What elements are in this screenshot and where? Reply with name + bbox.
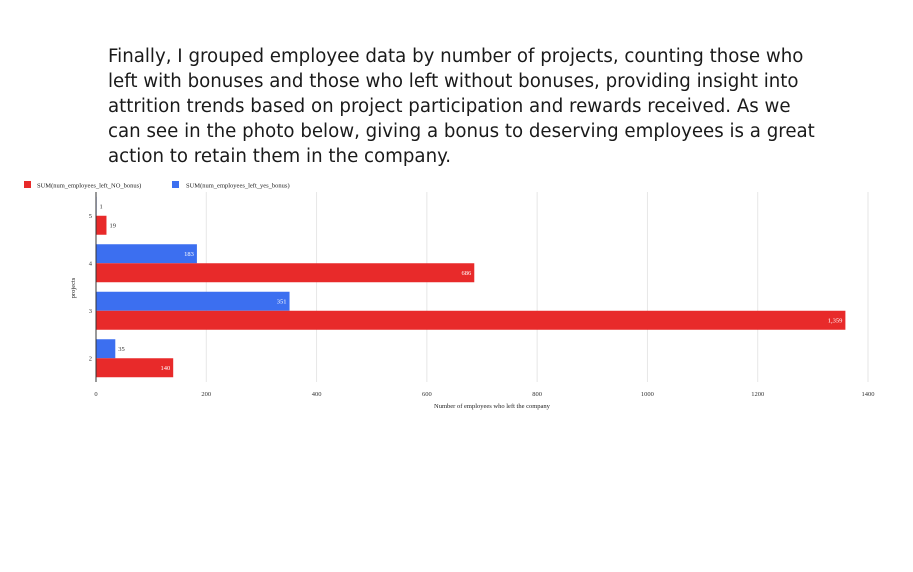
x-tick-label: 600 xyxy=(422,391,432,398)
y-tick-label: 5 xyxy=(89,213,92,220)
y-axis-title: projects xyxy=(70,277,77,298)
x-tick-label: 200 xyxy=(201,391,211,398)
legend: SUM(num_employees_left_NO_bonus) SUM(num… xyxy=(24,181,290,190)
data-label-no-bonus: 686 xyxy=(462,270,473,277)
y-tick-label: 2 xyxy=(89,355,92,362)
x-tick-label: 0 xyxy=(94,391,97,398)
legend-swatch-yes-bonus xyxy=(172,181,179,188)
y-tick-label: 4 xyxy=(89,260,93,267)
bar-yes-bonus xyxy=(96,339,116,359)
intro-paragraph: Finally, I grouped employee data by numb… xyxy=(108,46,815,167)
bar-no-bonus xyxy=(96,263,475,283)
x-tick-label: 1000 xyxy=(641,391,654,398)
x-tick-labels: 0 200 400 600 800 1000 1200 1400 xyxy=(94,391,874,398)
x-tick-label: 1400 xyxy=(862,391,875,398)
bar-no-bonus xyxy=(96,358,174,378)
data-label-yes-bonus: 183 xyxy=(184,251,194,258)
data-label-yes-bonus: 351 xyxy=(277,299,287,306)
bar-chart: SUM(num_employees_left_NO_bonus) SUM(num… xyxy=(24,181,875,410)
data-label-yes-bonus: 1 xyxy=(100,204,103,211)
data-label-no-bonus: 140 xyxy=(160,365,170,372)
legend-swatch-no-bonus xyxy=(24,181,31,188)
x-tick-label: 800 xyxy=(532,391,542,398)
bar-no-bonus xyxy=(96,310,846,330)
y-tick-label: 3 xyxy=(89,308,92,315)
x-tick-label: 1200 xyxy=(751,391,764,398)
data-label-no-bonus: 1,359 xyxy=(828,318,843,325)
legend-label-yes-bonus: SUM(num_employees_left_yes_bonus) xyxy=(186,183,290,190)
x-tick-label: 400 xyxy=(312,391,322,398)
y-tick-labels: 2 3 4 5 xyxy=(89,213,93,363)
bar-yes-bonus xyxy=(96,244,197,264)
bars: 35 140 351 1,359 183 686 1 19 xyxy=(96,196,846,378)
legend-label-no-bonus: SUM(num_employees_left_NO_bonus) xyxy=(37,183,141,190)
bar-no-bonus xyxy=(96,215,107,235)
data-label-no-bonus: 19 xyxy=(109,223,116,230)
data-label-yes-bonus: 35 xyxy=(118,346,125,353)
x-axis-title: Number of employees who left the company xyxy=(434,403,551,410)
bar-yes-bonus xyxy=(96,291,290,311)
gridlines xyxy=(95,192,869,382)
